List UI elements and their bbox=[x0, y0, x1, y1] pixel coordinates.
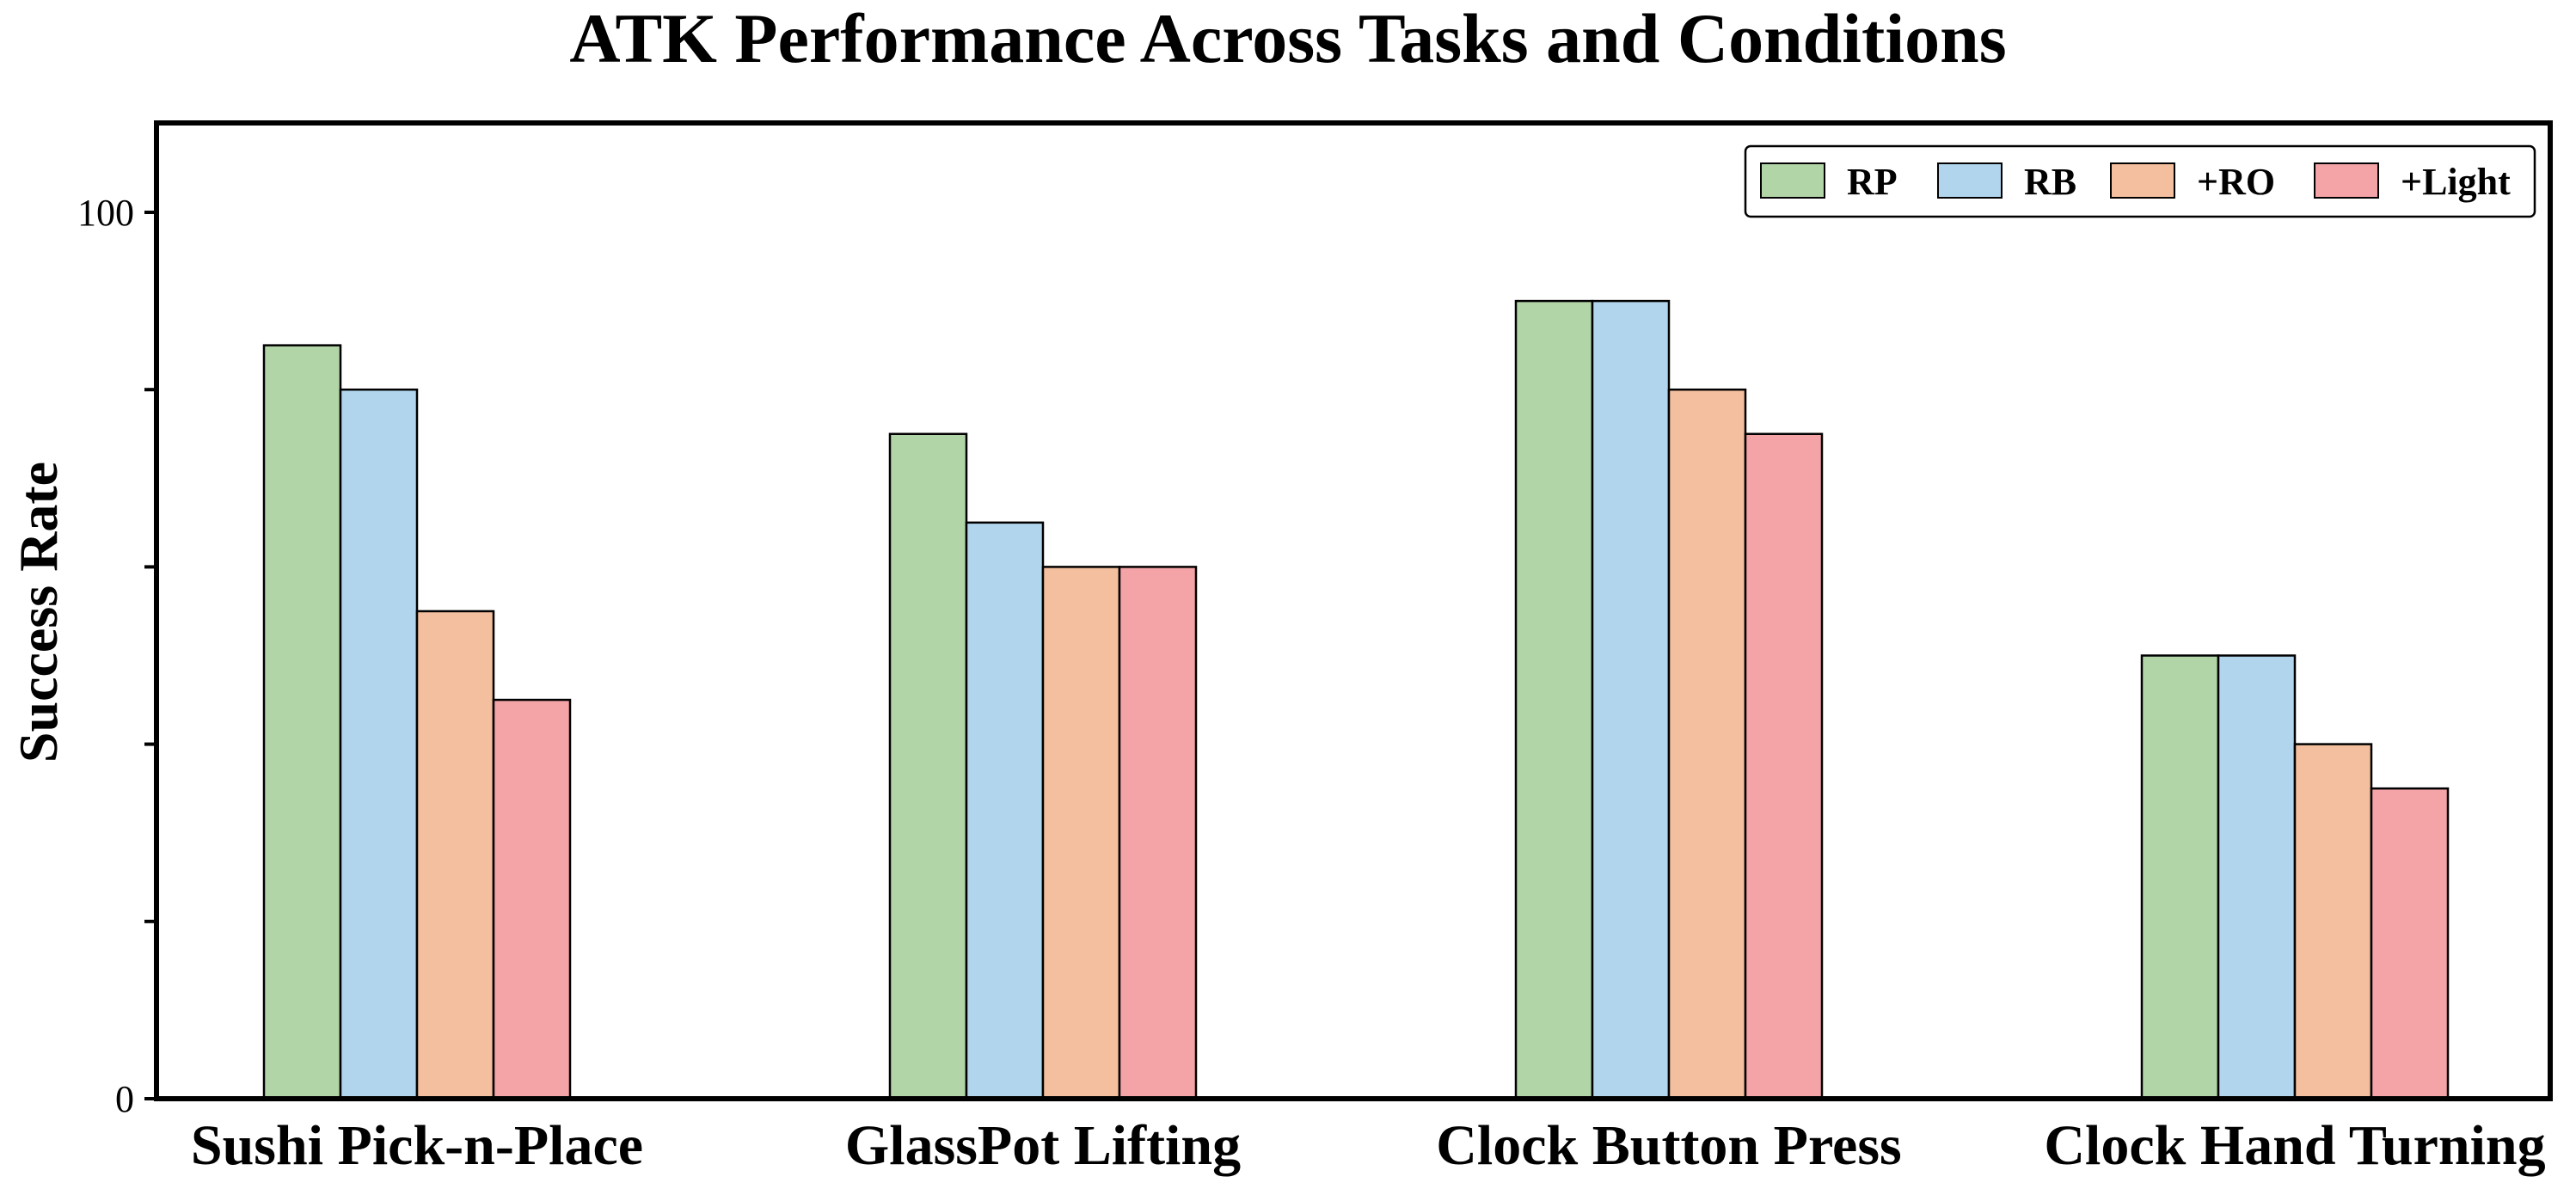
legend-swatch-rp bbox=[1760, 162, 1825, 199]
bar-rb-3 bbox=[1591, 299, 1671, 1100]
legend-label-ro: +RO bbox=[2197, 161, 2275, 203]
x-tick-label: GlassPot Lifting bbox=[845, 1114, 1241, 1177]
legend-label-light: +Light bbox=[2401, 161, 2511, 203]
legend-swatch-light bbox=[2314, 162, 2379, 199]
bar-light-4 bbox=[2370, 787, 2450, 1100]
bar-ro-4 bbox=[2293, 743, 2373, 1100]
legend-swatch-rb bbox=[1937, 162, 2003, 199]
x-tick-label: Clock Button Press bbox=[1436, 1114, 1901, 1177]
bar-rp-3 bbox=[1514, 299, 1594, 1100]
bar-rp-2 bbox=[888, 432, 968, 1100]
bar-rp-4 bbox=[2140, 654, 2220, 1100]
x-tick-label: Sushi Pick-n-Place bbox=[191, 1114, 643, 1177]
bar-rb-4 bbox=[2217, 654, 2297, 1100]
y-tick-label: 0 bbox=[115, 1078, 134, 1120]
bar-ro-3 bbox=[1667, 388, 1747, 1100]
legend: RP RB +RO +Light bbox=[1744, 144, 2536, 218]
legend-swatch-ro bbox=[2110, 162, 2175, 199]
bar-light-2 bbox=[1118, 566, 1198, 1100]
chart-title: ATK Performance Across Tasks and Conditi… bbox=[569, 0, 2006, 77]
legend-label-rb: RB bbox=[2024, 161, 2076, 203]
bar-rb-1 bbox=[339, 388, 419, 1100]
axes-layer: Sushi Pick-n-Place GlassPot Lifting Clock … bbox=[77, 120, 2553, 1177]
x-tick-label: Clock Hand Turning bbox=[2044, 1114, 2545, 1177]
bar-rp-1 bbox=[262, 344, 342, 1100]
bars-layer bbox=[262, 299, 2450, 1100]
plot-frame bbox=[154, 120, 2553, 1101]
bar-light-3 bbox=[1744, 432, 1824, 1100]
y-tick-label: 100 bbox=[77, 192, 134, 234]
bar-ro-1 bbox=[415, 610, 495, 1100]
bar-light-1 bbox=[492, 698, 572, 1100]
y-axis-label: Success Rate bbox=[8, 462, 69, 763]
bar-rb-2 bbox=[965, 521, 1045, 1100]
bar-ro-2 bbox=[1041, 566, 1121, 1100]
legend-label-rp: RP bbox=[1847, 161, 1898, 203]
